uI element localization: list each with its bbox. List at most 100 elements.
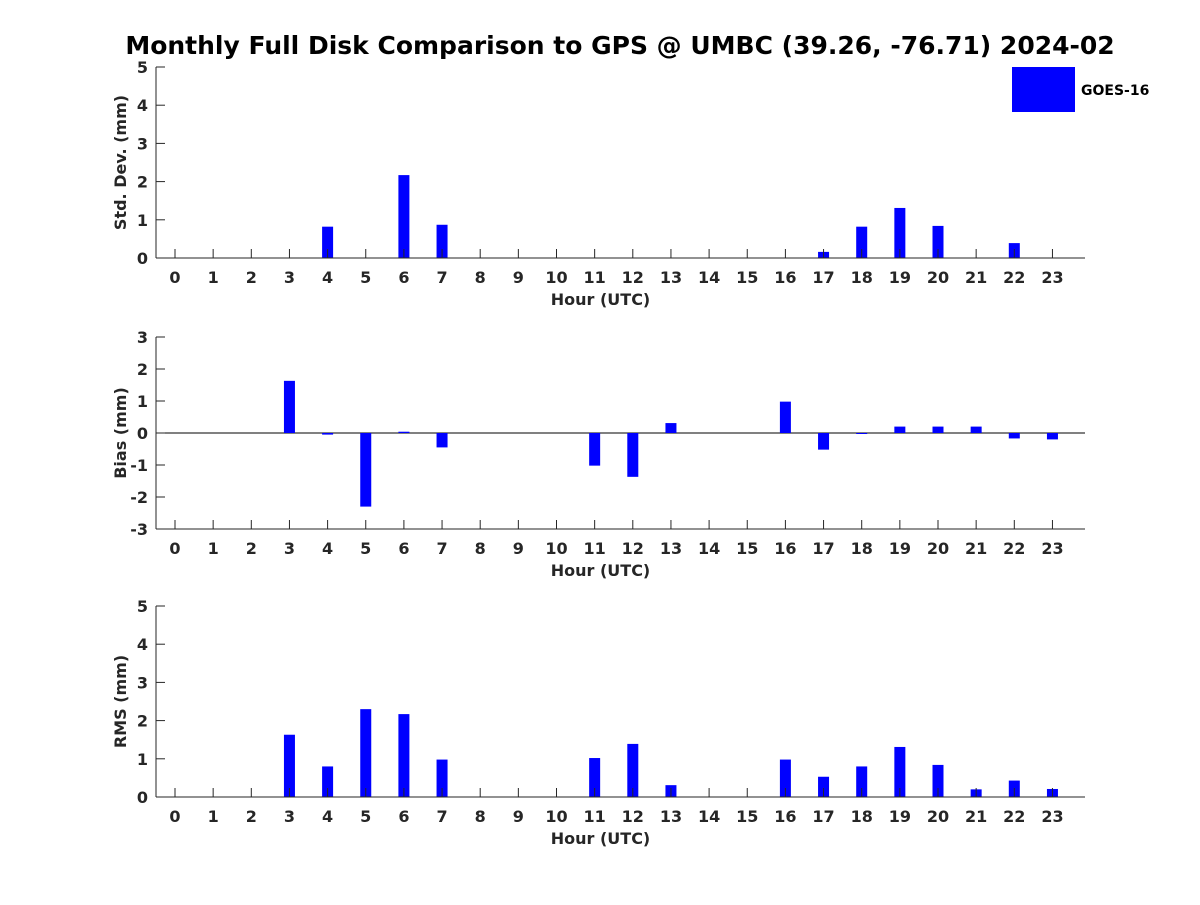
- bar-hour-4: [322, 766, 334, 797]
- x-axis-label: Hour (UTC): [551, 290, 651, 309]
- x-tick-label: 4: [322, 539, 333, 558]
- y-tick-label: 0: [137, 788, 148, 807]
- x-tick-label: 13: [660, 807, 682, 826]
- x-tick-label: 23: [1041, 807, 1063, 826]
- x-tick-label: 1: [208, 807, 219, 826]
- x-tick-label: 18: [851, 539, 873, 558]
- bar-hour-11: [589, 433, 601, 466]
- bar-hour-3: [283, 380, 295, 433]
- y-tick-label: 1: [137, 392, 148, 411]
- x-tick-label: 16: [774, 807, 796, 826]
- bar-hour-7: [436, 433, 448, 448]
- x-tick-label: 22: [1003, 539, 1025, 558]
- x-tick-label: 18: [851, 268, 873, 287]
- x-tick-label: 3: [284, 539, 295, 558]
- x-tick-label: 14: [698, 268, 720, 287]
- x-tick-label: 7: [436, 268, 447, 287]
- x-tick-label: 22: [1003, 807, 1025, 826]
- x-tick-label: 12: [622, 268, 644, 287]
- x-tick-label: 5: [360, 268, 371, 287]
- x-tick-label: 10: [545, 807, 567, 826]
- x-tick-label: 15: [736, 268, 758, 287]
- x-tick-label: 21: [965, 807, 987, 826]
- y-axis-label: Std. Dev. (mm): [111, 95, 130, 230]
- x-tick-label: 12: [622, 807, 644, 826]
- y-axis-label: RMS (mm): [111, 655, 130, 748]
- x-tick-label: 7: [436, 539, 447, 558]
- bar-hour-17: [818, 776, 830, 797]
- bar-hour-17: [818, 433, 830, 450]
- x-tick-label: 1: [208, 268, 219, 287]
- bar-hour-19: [894, 746, 906, 797]
- bar-hour-18: [856, 226, 868, 258]
- x-tick-label: 15: [736, 539, 758, 558]
- y-tick-label: 4: [137, 96, 148, 115]
- y-tick-label: 3: [137, 328, 148, 347]
- legend-label: GOES-16: [1081, 83, 1149, 99]
- bar-hour-23: [1046, 433, 1058, 440]
- x-tick-label: 8: [475, 539, 486, 558]
- y-tick-label: 2: [137, 360, 148, 379]
- x-tick-label: 3: [284, 807, 295, 826]
- bar-hour-6: [398, 175, 410, 258]
- bar-hour-20: [932, 764, 944, 797]
- x-tick-label: 0: [169, 539, 180, 558]
- chart-title: Monthly Full Disk Comparison to GPS @ UM…: [125, 31, 1114, 60]
- bar-hour-13: [665, 423, 677, 433]
- bar-hour-11: [589, 758, 601, 797]
- x-tick-label: 11: [584, 539, 606, 558]
- x-tick-label: 16: [774, 268, 796, 287]
- x-tick-label: 7: [436, 807, 447, 826]
- y-tick-label: 2: [137, 712, 148, 731]
- x-tick-label: 8: [475, 807, 486, 826]
- y-tick-label: 5: [137, 597, 148, 616]
- x-tick-label: 13: [660, 539, 682, 558]
- x-tick-label: 9: [513, 268, 524, 287]
- x-tick-label: 6: [398, 539, 409, 558]
- x-tick-label: 0: [169, 807, 180, 826]
- x-tick-label: 23: [1041, 539, 1063, 558]
- bar-hour-18: [856, 766, 868, 797]
- bar-hour-5: [360, 709, 372, 797]
- x-tick-label: 9: [513, 807, 524, 826]
- bar-hour-20: [932, 426, 944, 433]
- x-tick-label: 19: [889, 807, 911, 826]
- bar-hour-4: [322, 226, 334, 258]
- y-tick-label: 3: [137, 673, 148, 692]
- x-tick-label: 4: [322, 807, 333, 826]
- y-tick-label: 0: [137, 424, 148, 443]
- bar-hour-4: [322, 433, 334, 435]
- x-tick-label: 4: [322, 268, 333, 287]
- y-tick-label: -2: [130, 488, 148, 507]
- y-tick-label: 5: [137, 58, 148, 77]
- x-axis-label: Hour (UTC): [551, 561, 651, 580]
- x-tick-label: 3: [284, 268, 295, 287]
- x-axis-label: Hour (UTC): [551, 829, 651, 848]
- x-tick-label: 20: [927, 268, 949, 287]
- bar-hour-16: [779, 401, 791, 433]
- x-tick-label: 12: [622, 539, 644, 558]
- x-tick-label: 17: [812, 539, 834, 558]
- x-tick-label: 9: [513, 539, 524, 558]
- x-tick-label: 17: [812, 807, 834, 826]
- bar-hour-12: [627, 433, 639, 477]
- x-tick-label: 14: [698, 539, 720, 558]
- x-tick-label: 2: [246, 268, 257, 287]
- bar-hour-6: [398, 431, 410, 433]
- y-tick-label: -3: [130, 520, 148, 539]
- y-tick-label: -1: [130, 456, 148, 475]
- x-tick-label: 5: [360, 807, 371, 826]
- bar-hour-16: [779, 759, 791, 797]
- bar-hour-7: [436, 759, 448, 797]
- x-tick-label: 14: [698, 807, 720, 826]
- bar-hour-12: [627, 743, 639, 797]
- x-tick-label: 11: [584, 268, 606, 287]
- x-tick-label: 8: [475, 268, 486, 287]
- x-tick-label: 11: [584, 807, 606, 826]
